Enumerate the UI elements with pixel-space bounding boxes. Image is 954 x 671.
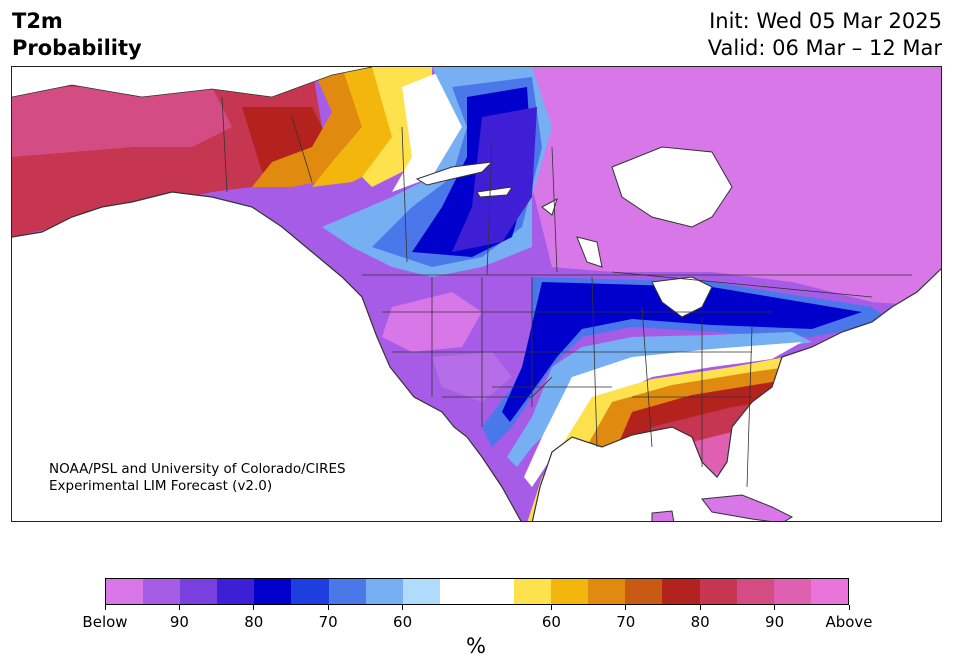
probability-map (12, 67, 941, 521)
colorbar-tick-mark (774, 605, 776, 610)
colorbar-cell (291, 579, 329, 604)
colorbar-cell (662, 579, 700, 604)
borders (12, 67, 912, 488)
colorbar-tick-mark (104, 605, 106, 610)
map-title: T2m Probability (12, 8, 142, 62)
variable-title: T2m (12, 9, 63, 33)
valid-range: Valid: 06 Mar – 12 Mar (707, 36, 942, 60)
colorbar-cell (625, 579, 663, 604)
colorbar-unit: % (466, 634, 486, 658)
colorbar-cell (736, 579, 774, 604)
colorbar-tick-label: 60 (393, 613, 413, 631)
colorbar-tick-mark (699, 605, 701, 610)
colorbar-cell (143, 579, 181, 604)
colorbar-cell (328, 579, 366, 604)
colorbar-cell (810, 579, 848, 604)
credit-line-1: NOAA/PSL and University of Colorado/CIRE… (49, 461, 346, 477)
colorbar-tick-mark (550, 605, 552, 610)
colorbar-tick-label: Below (82, 613, 128, 631)
probability-field (12, 67, 941, 521)
forecast-dates: Init: Wed 05 Mar 2025 Valid: 06 Mar – 12… (708, 8, 942, 62)
colorbar-cell (402, 579, 440, 604)
colorbar-tick-label: 90 (169, 613, 189, 631)
colorbar-cell (588, 579, 626, 604)
init-date: Init: Wed 05 Mar 2025 (709, 9, 942, 33)
colorbar-tick-label: 80 (690, 613, 710, 631)
colorbar-tick-label: 80 (244, 613, 264, 631)
colorbar-tick-mark (848, 605, 850, 610)
colorbar-cell (106, 579, 144, 604)
colorbar-cell (254, 579, 292, 604)
colorbar-cell (699, 579, 737, 604)
colorbar-tick-label: 90 (765, 613, 785, 631)
colorbar-cell (365, 579, 403, 604)
colorbar-tick-mark (178, 605, 180, 610)
colorbar-cell (217, 579, 255, 604)
credit-note: NOAA/PSL and University of Colorado/CIRE… (49, 461, 346, 495)
colorbar-cell (551, 579, 589, 604)
caribbean-islands (651, 494, 794, 521)
colorbar-tick-mark (253, 605, 255, 610)
colorbar-tick-mark (327, 605, 329, 610)
colorbar-tick-label: 70 (318, 613, 338, 631)
product-title: Probability (12, 36, 142, 60)
colorbar-tick-label: 70 (616, 613, 636, 631)
colorbar-cell (180, 579, 218, 604)
colorbar (105, 578, 849, 605)
colorbar-cell (514, 579, 552, 604)
credit-line-2: Experimental LIM Forecast (v2.0) (49, 478, 273, 494)
colorbar-cell (439, 579, 477, 604)
coastlines (12, 191, 941, 521)
colorbar-cell (773, 579, 811, 604)
lakes (415, 146, 733, 318)
colorbar-cell (476, 579, 515, 604)
colorbar-tick-mark (625, 605, 627, 610)
colorbar-tick-mark (402, 605, 404, 610)
colorbar-tick-label: Above (825, 613, 873, 631)
map-panel (11, 66, 942, 522)
colorbar-tick-label: 60 (541, 613, 561, 631)
